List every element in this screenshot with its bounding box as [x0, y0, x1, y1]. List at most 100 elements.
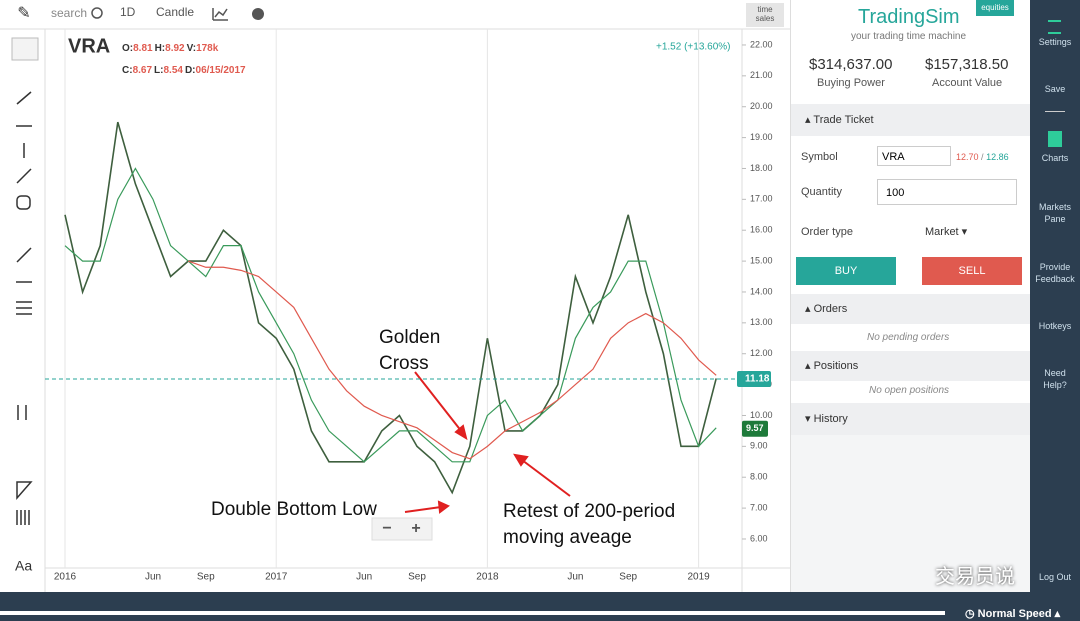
symbol: VRA	[68, 35, 110, 57]
annotation: Golden	[379, 327, 440, 348]
feedback[interactable]: Provide	[1039, 262, 1071, 272]
charts[interactable]: Charts	[1041, 153, 1069, 163]
logout[interactable]: Log Out	[1038, 572, 1072, 582]
ask: 12.86	[986, 152, 1009, 162]
x-tick-label: 2016	[54, 572, 77, 583]
quote-item: L:8.54	[154, 65, 183, 76]
separator: /	[981, 152, 984, 162]
help[interactable]: Need	[1044, 368, 1066, 378]
section-header[interactable]: ▴ Trade Ticket	[791, 104, 1031, 136]
annotation: Retest of 200-period	[503, 501, 675, 522]
x-tick-label: Jun	[356, 572, 372, 583]
annotation: moving aveage	[503, 527, 632, 548]
y-tick-label: 14.00	[750, 286, 773, 296]
account-value-label: Account Value	[932, 77, 1003, 89]
pencil-icon[interactable]: ✎	[17, 5, 30, 22]
section-header[interactable]: ▾ History	[791, 403, 1031, 435]
price-line	[64, 167, 717, 463]
quote-item: O:8.81	[122, 43, 153, 54]
y-tick-label: 8.00	[750, 472, 768, 482]
x-tick-label: Sep	[197, 572, 215, 583]
search-input[interactable]: search	[51, 6, 87, 20]
change: +1.52 (+13.60%)	[656, 42, 731, 53]
quote-item: D:06/15/2017	[185, 65, 246, 76]
empty-note: No open positions	[869, 385, 950, 396]
buying-power: $314,637.00	[809, 56, 893, 73]
price-line	[64, 121, 717, 495]
quote-text: 8.67	[132, 65, 153, 76]
ma-price-label: 9.57	[746, 423, 764, 433]
quote-text: 8.81	[133, 43, 153, 54]
sell-button[interactable]: SELL	[922, 257, 1022, 285]
help[interactable]: Help?	[1043, 380, 1067, 390]
bid: 12.70	[956, 152, 979, 162]
annotation: Cross	[379, 353, 429, 374]
y-tick-label: 16.00	[750, 225, 773, 235]
watermark: 交易员说	[935, 566, 1015, 588]
quote-item: H:8.92	[155, 43, 185, 54]
chart-style-select[interactable]: Candle	[156, 5, 194, 19]
quote-text: O:	[122, 43, 134, 54]
y-tick-label: 19.00	[750, 132, 773, 142]
order-type: Market	[925, 226, 959, 238]
x-tick-label: Sep	[408, 572, 426, 583]
time-sales-button[interactable]: sales	[756, 14, 775, 23]
chart-area: ✎ search 1D Candle time sales VRA +1.52 …	[0, 3, 790, 592]
speed-select[interactable]: ◷ Normal Speed ▴	[965, 608, 1061, 620]
trade-panel: TradingSim equities your trading time ma…	[790, 0, 1031, 592]
x-tick-label: 2017	[265, 572, 288, 583]
zoom-out[interactable]: −	[382, 520, 391, 537]
label: Symbol	[801, 151, 838, 163]
ohlc-legend: O:8.81 H:8.92 V:178k C:8.67 L:8.54 D:06/15/20…	[122, 38, 248, 82]
y-tick-label: 15.00	[750, 255, 773, 265]
empty-note: No pending orders	[867, 332, 950, 343]
quote-text: 8.54	[163, 65, 183, 76]
quote-text: L:	[154, 65, 164, 76]
y-tick-label: 17.00	[750, 194, 773, 204]
text-tool[interactable]: Aa	[15, 558, 32, 574]
label: Order type	[801, 226, 853, 238]
quote-text: 8.92	[165, 43, 185, 54]
ma-price-tag	[742, 420, 768, 437]
annotation: Double Bottom Low	[211, 499, 377, 520]
y-tick-label: 21.00	[750, 70, 773, 80]
time-sales-button[interactable]: time	[757, 5, 773, 14]
quote-text: V:	[186, 43, 197, 54]
quote-text: H:	[154, 43, 166, 54]
order-type-select[interactable]: Market ▾	[925, 226, 968, 238]
buy-button[interactable]: BUY	[796, 257, 896, 285]
markets-pane[interactable]: Markets	[1038, 202, 1071, 212]
y-tick-label: 13.00	[750, 317, 773, 327]
feedback[interactable]: Feedback	[1035, 274, 1075, 284]
y-tick-label: 10.00	[750, 410, 773, 420]
section-header[interactable]: ▴ Positions	[791, 351, 1031, 381]
quote-text: C:	[122, 65, 133, 76]
zoom-in[interactable]: +	[411, 520, 420, 537]
save[interactable]: Save	[1044, 84, 1066, 94]
speed: Normal Speed	[977, 608, 1052, 620]
interval-select[interactable]: 1D	[120, 5, 136, 19]
x-tick-label: Sep	[619, 572, 637, 583]
positions: Positions	[813, 360, 859, 372]
quote-text: 06/15/2017	[195, 65, 246, 76]
y-tick-label: 22.00	[750, 39, 773, 49]
section-header[interactable]: ▴ Orders	[791, 294, 1031, 324]
x-tick-label: Jun	[145, 572, 161, 583]
label: Quantity	[801, 186, 842, 198]
markets-pane[interactable]: Pane	[1044, 214, 1066, 224]
settings[interactable]: Settings	[1038, 37, 1072, 47]
badge: equities	[976, 0, 1014, 16]
x-tick-label: Jun	[567, 572, 583, 583]
y-tick-label: 12.00	[750, 348, 773, 358]
history: History	[813, 413, 848, 425]
symbol-input[interactable]: VRA	[877, 146, 951, 166]
quantity-input[interactable]: 100	[877, 179, 1017, 205]
hotkeys[interactable]: Hotkeys	[1038, 321, 1072, 331]
sidebar	[1030, 0, 1080, 592]
brand: TradingSim	[858, 6, 960, 28]
y-tick-label: 7.00	[750, 502, 768, 512]
tagline: your trading time machine	[851, 31, 967, 42]
quote-item: C:8.67	[122, 65, 152, 76]
footer	[0, 592, 1080, 621]
